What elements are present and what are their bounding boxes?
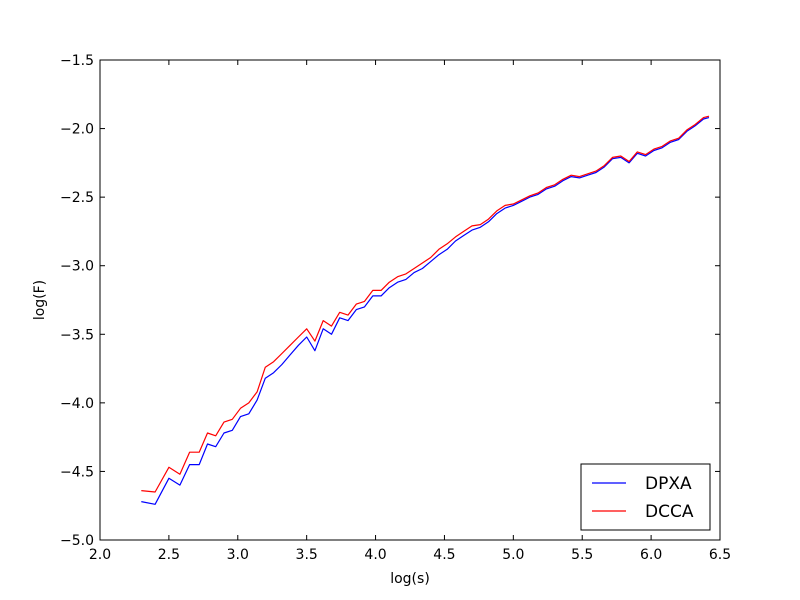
x-tick-label: 3.0 [227,547,249,563]
y-tick-label: −3.5 [60,327,94,343]
x-tick-label: 3.5 [296,547,318,563]
x-tick-label: 4.5 [433,547,455,563]
x-tick-label: 2.0 [89,547,111,563]
x-tick-label: 6.5 [709,547,731,563]
legend-box [580,463,711,531]
x-tick-label: 5.0 [502,547,524,563]
legend-label-dcca: DCCA [645,502,694,522]
legend: DPXA DCCA [580,463,711,531]
y-axis-label: log(F) [32,280,48,320]
y-tick-label: −3.0 [60,259,94,275]
legend-label-dpxa: DPXA [645,474,692,494]
y-tick-label: −2.0 [60,122,94,138]
x-axis-label: log(s) [390,571,430,587]
x-tick-label: 4.0 [364,547,386,563]
series-line-dcca [141,115,710,493]
y-tick-label: −2.5 [60,190,94,206]
x-tick-label: 6.0 [640,547,662,563]
x-tick-label: 2.5 [158,547,180,563]
y-tick-label: −5.0 [60,533,94,549]
series-layer [141,115,710,505]
y-tick-label: −4.0 [60,396,94,412]
x-tick-label: 5.5 [571,547,593,563]
plot-frame [99,59,721,541]
y-tick-label: −4.5 [60,464,94,480]
ticks-layer: 2.0 2.5 3.0 3.5 4.0 4.5 5.0 5.5 6.0 6.5 −5.0 −4.5 −4… [60,53,731,563]
y-tick-label: −1.5 [60,53,94,69]
series-line-dpxa [141,117,710,505]
